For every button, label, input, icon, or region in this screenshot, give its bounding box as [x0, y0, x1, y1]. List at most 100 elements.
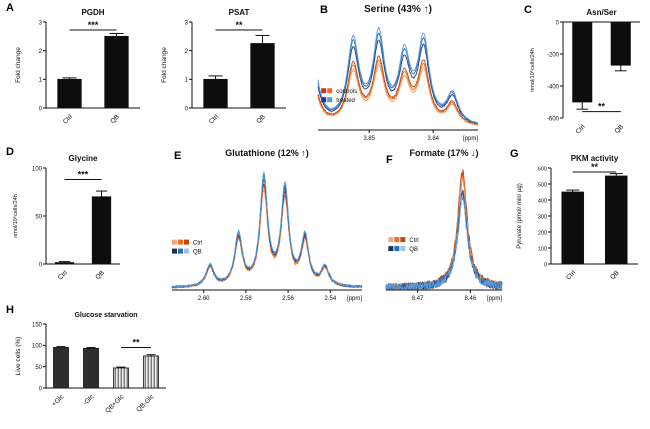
- svg-text:0: 0: [556, 20, 560, 26]
- svg-text:0: 0: [185, 106, 189, 112]
- formate-nmr-spectrum: Formate (17% ↓) 8.47 8.46 [ppm] Ctrl QB: [380, 144, 508, 306]
- formate-svg: Formate (17% ↓) 8.47 8.46 [ppm] Ctrl QB: [385, 148, 503, 302]
- svg-text:100: 100: [538, 246, 547, 252]
- svg-text:1: 1: [39, 78, 43, 84]
- svg-text:400: 400: [538, 198, 547, 204]
- svg-text:2.54: 2.54: [324, 296, 336, 302]
- bar: [203, 78, 228, 109]
- svg-text:2.60: 2.60: [198, 296, 210, 302]
- svg-text:Fold change: Fold change: [15, 47, 22, 83]
- svg-text:PSAT: PSAT: [229, 8, 250, 17]
- spectrum-trace: [171, 171, 363, 289]
- svg-text:3.84: 3.84: [427, 136, 439, 142]
- svg-text:**: **: [598, 102, 606, 112]
- bar: [53, 347, 69, 389]
- bar: [54, 262, 75, 265]
- svg-text:0: 0: [39, 262, 43, 268]
- svg-text:Serine (43% ↑): Serine (43% ↑): [364, 4, 432, 15]
- pkm-svg: PKM activity 0 100 200 300 400 500 600 Pyruvate …: [517, 154, 638, 282]
- svg-text:Glucose starvation: Glucose starvation: [74, 312, 137, 319]
- svg-text:nmol/10⁶cells/24h: nmol/10⁶cells/24h: [12, 194, 19, 238]
- svg-text:1: 1: [185, 78, 189, 84]
- svg-text:50: 50: [35, 365, 42, 371]
- pgdh-svg: PGDH 0 1 2 3 Fold change Ctrl QB ***: [15, 8, 140, 126]
- spectrum-trace: [317, 55, 479, 125]
- svg-text:0: 0: [544, 262, 547, 268]
- spectrum-trace: [317, 64, 479, 126]
- svg-text:+Glc: +Glc: [51, 393, 66, 408]
- svg-text:2: 2: [185, 49, 189, 55]
- bar: [250, 43, 275, 109]
- svg-text:nmol/10⁶cells/24h: nmol/10⁶cells/24h: [529, 48, 536, 92]
- svg-text:**: **: [591, 162, 599, 172]
- svg-text:treated: treated: [336, 98, 355, 104]
- svg-text:0: 0: [39, 386, 43, 392]
- svg-text:100: 100: [32, 166, 43, 172]
- svg-text:Ctrl: Ctrl: [57, 269, 69, 281]
- glycine-bar-chart: Glycine 0 50 100 nmol/10⁶cells/24h Ctrl QB ***: [10, 150, 130, 300]
- svg-text:100: 100: [32, 344, 43, 350]
- svg-text:300: 300: [538, 214, 547, 220]
- svg-text:3.85: 3.85: [363, 136, 375, 142]
- svg-text:Ctrl: Ctrl: [193, 240, 202, 246]
- panel-label-g: G: [510, 148, 519, 160]
- svg-text:Ctrl: Ctrl: [565, 269, 577, 281]
- svg-text:-Glc: -Glc: [82, 393, 96, 407]
- svg-text:2.58: 2.58: [240, 296, 252, 302]
- svg-text:Ctrl: Ctrl: [409, 238, 418, 244]
- svg-text:[ppm]: [ppm]: [347, 296, 362, 302]
- panel-label-e: E: [174, 150, 182, 162]
- svg-text:Ctrl: Ctrl: [208, 113, 220, 125]
- svg-text:-600: -600: [547, 116, 560, 122]
- svg-text:2.56: 2.56: [282, 296, 294, 302]
- svg-text:-400: -400: [547, 84, 560, 90]
- bar: [604, 175, 628, 265]
- bar: [83, 347, 99, 389]
- svg-text:200: 200: [538, 230, 547, 236]
- spectrum-trace: [385, 196, 503, 290]
- asn_ser-svg: Asn/Ser 0 -200 -400 -600 nmol/10⁶cells/24h Ctr…: [529, 8, 640, 136]
- svg-text:3: 3: [185, 20, 189, 26]
- panel-label-b: B: [320, 4, 328, 16]
- svg-text:150: 150: [32, 322, 43, 328]
- glutathione-nmr-spectrum: Glutathione (12% ↑) 2.60 2.58 2.56 2.54 [ppm]…: [166, 144, 368, 306]
- svg-text:controls: controls: [336, 89, 357, 95]
- svg-text:Live cells (%): Live cells (%): [15, 337, 22, 376]
- glutathione-svg: Glutathione (12% ↑) 2.60 2.58 2.56 2.54 [ppm]…: [171, 148, 363, 302]
- svg-text:Fold change: Fold change: [161, 47, 168, 83]
- bar: [91, 196, 112, 265]
- svg-text:0: 0: [39, 106, 43, 112]
- svg-text:50: 50: [35, 214, 42, 220]
- spectrum-trace: [317, 26, 479, 124]
- panel-label-f: F: [386, 154, 393, 166]
- svg-text:Asn/Ser: Asn/Ser: [586, 8, 616, 17]
- svg-text:Formate (17% ↓): Formate (17% ↓): [409, 148, 478, 158]
- spectrum-trace: [171, 173, 363, 289]
- svg-text:Ctrl: Ctrl: [575, 123, 587, 135]
- svg-text:3: 3: [39, 20, 43, 26]
- spectrum-trace: [385, 189, 503, 290]
- asn-ser-bar-chart: Asn/Ser 0 -200 -400 -600 nmol/10⁶cells/24h Ctr…: [527, 4, 648, 144]
- svg-text:Pyruvate (pmol/ min/ µg): Pyruvate (pmol/ min/ µg): [517, 183, 523, 248]
- svg-text:Glutathione (12% ↑): Glutathione (12% ↑): [225, 148, 309, 158]
- svg-text:-200: -200: [547, 52, 560, 58]
- psat-bar-chart: PSAT 0 1 2 3 Fold change Ctrl QB **: [158, 4, 296, 142]
- glycine-svg: Glycine 0 50 100 nmol/10⁶cells/24h Ctrl QB ***: [12, 154, 120, 282]
- svg-text:8.46: 8.46: [465, 296, 477, 302]
- svg-text:600: 600: [538, 166, 547, 172]
- bar: [104, 35, 129, 109]
- pkm-activity-bar-chart: PKM activity 0 100 200 300 400 500 600 Pyruvate …: [513, 150, 648, 298]
- svg-text:***: ***: [88, 20, 99, 30]
- svg-text:***: ***: [78, 170, 89, 180]
- bar: [113, 367, 129, 389]
- spectrum-trace: [385, 177, 503, 290]
- bar: [572, 21, 593, 103]
- svg-text:QB-Glc: QB-Glc: [135, 393, 156, 414]
- spectrum-trace: [317, 39, 479, 124]
- spectrum-trace: [385, 174, 503, 290]
- pgdh-bar-chart: PGDH 0 1 2 3 Fold change Ctrl QB ***: [12, 4, 150, 142]
- svg-text:Glycine: Glycine: [69, 154, 98, 163]
- svg-text:**: **: [235, 20, 243, 30]
- svg-text:QB: QB: [409, 247, 418, 253]
